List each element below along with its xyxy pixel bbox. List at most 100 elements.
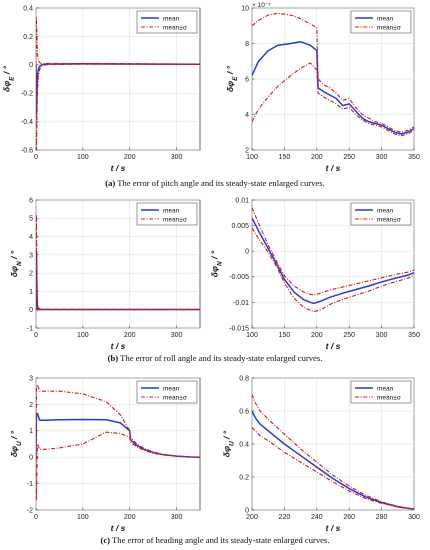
x-tick-label-5: 350 (408, 154, 420, 161)
grid (35, 377, 200, 511)
series-group (252, 12, 414, 137)
y-tick-label-0: -2 (27, 507, 33, 514)
legend: mean mean±σ (136, 202, 198, 226)
x-tick-label-0: 100 (246, 154, 258, 161)
chart-a_full: 0 100 200 300 -0.6 -0.4 -0.2 0 0.2 0.4 t / s δφE / … (1, 5, 201, 173)
y-axis-label: δφN / ° (9, 250, 23, 277)
legend: mean mean±σ (350, 380, 412, 404)
y-tick-label-1: 4 (245, 112, 249, 119)
y-tick-label-5: 4 (29, 234, 33, 241)
series-group (36, 384, 200, 500)
x-tick-label-0: 100 (246, 332, 258, 339)
series-line-2 (252, 62, 414, 137)
x-tick-label-4: 280 (376, 514, 388, 521)
y-axis-label: δφU / ° (9, 430, 23, 457)
y-tick-label-1: -1 (27, 481, 33, 488)
legend-label-0: mean (377, 385, 394, 392)
x-axis-label: t / s (326, 523, 341, 533)
chart-b_zoom: 100 150 200 250 300 350 -0.015 -0.01 -0.005 0 0.00… (210, 197, 420, 351)
y-tick-label-6: 5 (29, 216, 33, 223)
y-tick-label-0: -0.6 (21, 147, 33, 154)
y-tick-label-3: 1 (29, 428, 33, 435)
chart-c_full: 0 100 200 300 -2 -1 0 1 2 3 t / s δφU / ° mean mean±σ (9, 375, 201, 533)
x-tick-label-1: 100 (77, 154, 89, 161)
x-tick-label-5: 300 (408, 514, 420, 521)
caption-a: (a) The error of pitch angle and its ste… (0, 178, 430, 188)
y-axis-label: δφE / ° (225, 65, 239, 92)
legend-label-1: mean±σ (163, 394, 187, 401)
series-line-2 (36, 63, 200, 150)
series-group (252, 207, 414, 313)
caption-c-text: The error of heading angle and its stead… (110, 535, 330, 545)
legend-label-0: mean (163, 385, 180, 392)
series-line-0 (252, 410, 414, 510)
caption-a-tag: (a) (105, 178, 116, 188)
legend: mean mean±σ (350, 10, 412, 34)
x-tick-label-3: 300 (171, 514, 183, 521)
y-tick-label-0: 0 (245, 507, 249, 514)
x-tick-label-0: 0 (34, 154, 38, 161)
x-axis-label: t / s (111, 341, 126, 351)
y-tick-label-7: 6 (29, 197, 33, 204)
caption-b-tag: (b) (107, 353, 119, 363)
x-tick-label-1: 150 (279, 332, 291, 339)
x-tick-label-3: 260 (343, 514, 355, 521)
series-line-1 (252, 12, 414, 133)
y-tick-label-2: -0.005 (229, 274, 249, 281)
legend-label-1: mean±σ (163, 24, 187, 31)
series-line-1 (252, 394, 414, 510)
y-axis-label: δφN / ° (210, 250, 224, 277)
y-tick-label-1: 0.2 (239, 474, 249, 481)
y-tick-label-0: -0.015 (229, 325, 249, 332)
caption-b-text: The error of roll angle and its steady-s… (118, 353, 323, 363)
legend: mean mean±σ (136, 10, 198, 34)
x-tick-label-3: 250 (343, 154, 355, 161)
y-tick-label-5: 0.4 (23, 5, 33, 12)
legend: mean mean±σ (136, 380, 198, 404)
x-tick-label-2: 200 (124, 514, 136, 521)
y-tick-label-4: 2 (29, 402, 33, 409)
y-tick-label-4: 3 (29, 252, 33, 259)
legend-label-1: mean±σ (377, 394, 401, 401)
y-axis-label: δφE / ° (1, 65, 15, 92)
x-tick-label-2: 200 (124, 154, 136, 161)
y-tick-label-2: 6 (245, 76, 249, 83)
legend-label-0: mean (163, 15, 180, 22)
series-line-2 (36, 287, 200, 312)
x-tick-label-1: 150 (279, 154, 291, 161)
series-line-2 (36, 431, 200, 500)
y-tick-label-2: 0.4 (239, 441, 249, 448)
y-tick-label-3: 0 (245, 249, 249, 256)
chart-a_zoom: 100 150 200 250 300 350 2 4 6 8 10 × 10⁻³ t / s δφE /… (225, 2, 420, 173)
x-tick-label-4: 300 (376, 332, 388, 339)
series-line-1 (36, 17, 200, 65)
y-tick-label-2: 1 (29, 289, 33, 296)
y-tick-label-3: 8 (245, 41, 249, 48)
series-group (36, 214, 200, 312)
x-tick-label-2: 200 (311, 332, 323, 339)
x-tick-label-0: 0 (34, 514, 38, 521)
y-tick-label-0: -1 (27, 325, 33, 332)
x-axis-label: t / s (111, 163, 126, 173)
y-tick-label-3: 0 (29, 62, 33, 69)
legend-label-0: mean (377, 207, 394, 214)
x-tick-label-2: 200 (124, 332, 136, 339)
x-tick-label-1: 220 (279, 514, 291, 521)
x-tick-label-1: 100 (77, 332, 89, 339)
y-exponent-label: × 10⁻³ (252, 2, 271, 9)
x-tick-label-4: 300 (376, 154, 388, 161)
y-tick-label-3: 2 (29, 271, 33, 278)
series-line-0 (252, 40, 414, 135)
chart-c_zoom: 200 220 240 260 280 300 0 0.2 0.4 0.6 0.8 t / s δφU … (221, 375, 420, 533)
y-tick-label-2: 0 (29, 455, 33, 462)
x-tick-label-0: 200 (246, 514, 258, 521)
x-tick-label-3: 300 (171, 154, 183, 161)
y-tick-label-1: -0.01 (233, 300, 249, 307)
y-tick-label-4: 0.005 (231, 223, 249, 230)
x-tick-label-3: 300 (171, 332, 183, 339)
caption-b: (b) The error of roll angle and its stea… (0, 353, 430, 363)
x-tick-label-5: 350 (408, 332, 420, 339)
caption-c-tag: (c) (100, 535, 111, 545)
